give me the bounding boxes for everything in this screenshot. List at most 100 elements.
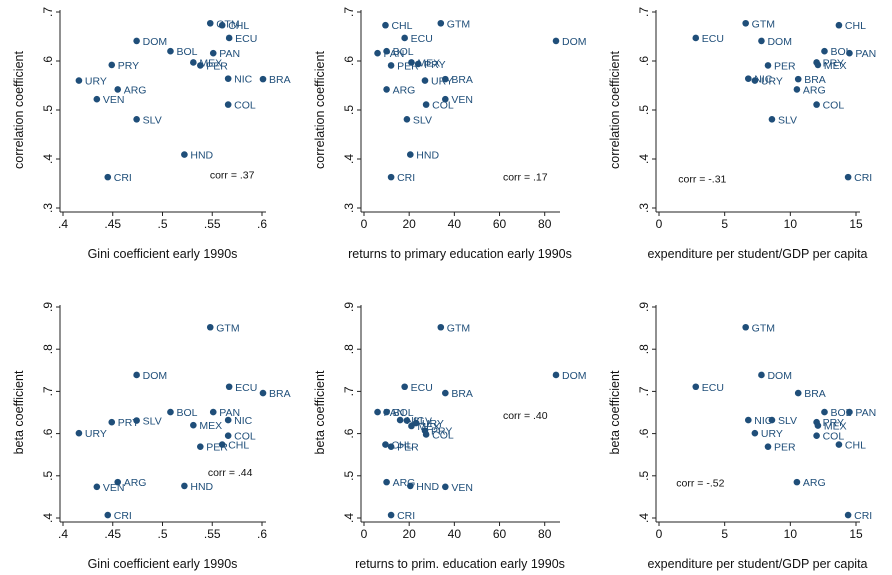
- y-tick-label: .9: [41, 302, 55, 312]
- x-axis-title: expenditure per student/GDP per capita: [647, 247, 867, 261]
- y-axis-title: correlation coefficient: [313, 51, 327, 169]
- point-chl: [835, 21, 843, 29]
- point-label-bra: BRA: [804, 74, 826, 86]
- point-label-pry: PRY: [431, 426, 452, 438]
- chart-panel-4: .4 .45 .5 .55 .6 .4 .5 .6 .7 .8 .9 Gini coefficient…: [12, 302, 291, 571]
- point-nic: [224, 75, 232, 82]
- point-pan: [846, 49, 853, 57]
- y-axis-title: correlation coefficient: [12, 51, 26, 169]
- x-tick-label: .55: [204, 217, 221, 231]
- point-label-gtm: GTM: [447, 322, 470, 334]
- point-label-chl: CHL: [228, 440, 249, 452]
- y-tick-label: .5: [342, 470, 356, 480]
- point-hnd: [181, 151, 188, 158]
- point-label-col: COL: [823, 431, 845, 443]
- x-tick-label: 0: [361, 527, 368, 541]
- point-label-col: COL: [432, 100, 454, 112]
- point-label-bra: BRA: [451, 388, 473, 400]
- point-ven: [93, 483, 101, 491]
- point-label-gtm: GTM: [752, 322, 775, 334]
- point-label-chl: CHL: [228, 20, 249, 32]
- y-tick-label: .8: [41, 344, 55, 354]
- point-label-ven: VEN: [103, 94, 125, 106]
- point-label-bra: BRA: [269, 388, 291, 400]
- point-label-slv: SLV: [143, 416, 162, 428]
- point-label-arg: ARG: [803, 84, 826, 96]
- point-per: [197, 443, 204, 450]
- point-col: [422, 431, 430, 438]
- point-ury: [75, 77, 83, 84]
- chart-panel-5: 0 20 40 60 80 .4 .5 .6 .7 .8 .9 returns to prim. ed…: [313, 302, 587, 571]
- point-arg: [114, 478, 122, 486]
- point-gtm: [206, 19, 214, 27]
- point-label-bol: BOL: [393, 46, 414, 58]
- point-pan: [209, 49, 217, 57]
- point-ven: [93, 95, 101, 103]
- point-arg: [793, 478, 801, 486]
- x-tick-label: 20: [402, 527, 416, 541]
- point-cri: [387, 173, 395, 181]
- point-nic: [745, 75, 752, 82]
- x-tick-label: 80: [538, 527, 552, 541]
- point-mex: [190, 59, 197, 66]
- point-mex: [408, 59, 415, 66]
- y-axis-title: correlation coefficient: [608, 51, 622, 169]
- y-tick-label: .4: [342, 154, 356, 164]
- point-dom: [758, 37, 765, 45]
- point-nic: [396, 416, 404, 424]
- point-label-cri: CRI: [397, 510, 415, 522]
- point-label-cri: CRI: [397, 172, 415, 184]
- point-label-chl: CHL: [845, 440, 866, 452]
- x-tick-label: 10: [784, 217, 798, 231]
- point-ecu: [225, 34, 233, 42]
- point-dom: [552, 37, 560, 45]
- y-tick-label: .7: [637, 7, 651, 17]
- point-bra: [794, 389, 802, 397]
- point-label-arg: ARG: [803, 477, 826, 489]
- y-tick-label: .9: [342, 302, 356, 312]
- point-label-ecu: ECU: [702, 33, 724, 45]
- point-label-arg: ARG: [124, 84, 147, 96]
- point-dom: [133, 371, 140, 379]
- y-tick-label: .6: [41, 428, 55, 438]
- point-ury: [751, 77, 759, 84]
- point-label-mex: MEX: [199, 420, 222, 432]
- x-tick-label: .5: [157, 527, 167, 541]
- point-ury: [75, 429, 83, 437]
- x-tick-label: 60: [493, 217, 507, 231]
- point-ecu: [401, 383, 408, 391]
- chart-panel-3: 0 5 10 15 .3 .4 .5 .6 .7 expenditure per student/…: [608, 7, 876, 261]
- point-col: [224, 101, 232, 108]
- point-col: [422, 101, 430, 108]
- y-tick-label: .4: [637, 154, 651, 164]
- point-label-ecu: ECU: [411, 382, 433, 394]
- point-label-pan: PAN: [219, 48, 240, 60]
- point-label-bol: BOL: [830, 46, 851, 58]
- point-label-dom: DOM: [767, 36, 792, 48]
- point-label-ecu: ECU: [235, 33, 257, 45]
- point-label-arg: ARG: [124, 477, 147, 489]
- point-label-gtm: GTM: [447, 18, 470, 30]
- point-ven: [442, 95, 449, 103]
- point-label-ven: VEN: [451, 94, 473, 106]
- y-tick-label: .9: [637, 302, 651, 312]
- point-label-ury: URY: [431, 76, 453, 88]
- point-cri: [387, 511, 395, 519]
- point-pry: [108, 61, 116, 69]
- point-label-nic: NIC: [754, 74, 773, 86]
- point-pan: [374, 49, 381, 57]
- point-label-bol: BOL: [393, 407, 414, 419]
- y-tick-label: .3: [342, 203, 356, 213]
- point-bol: [383, 408, 390, 416]
- y-tick-label: .7: [41, 7, 55, 17]
- point-label-chl: CHL: [845, 20, 866, 32]
- point-bra: [794, 75, 802, 83]
- point-label-dom: DOM: [143, 36, 168, 48]
- point-chl: [382, 21, 389, 29]
- point-chl: [218, 21, 226, 29]
- point-bol: [383, 47, 390, 55]
- point-label-pan: PAN: [855, 407, 876, 419]
- point-label-mex: MEX: [417, 57, 440, 69]
- point-per: [387, 62, 395, 69]
